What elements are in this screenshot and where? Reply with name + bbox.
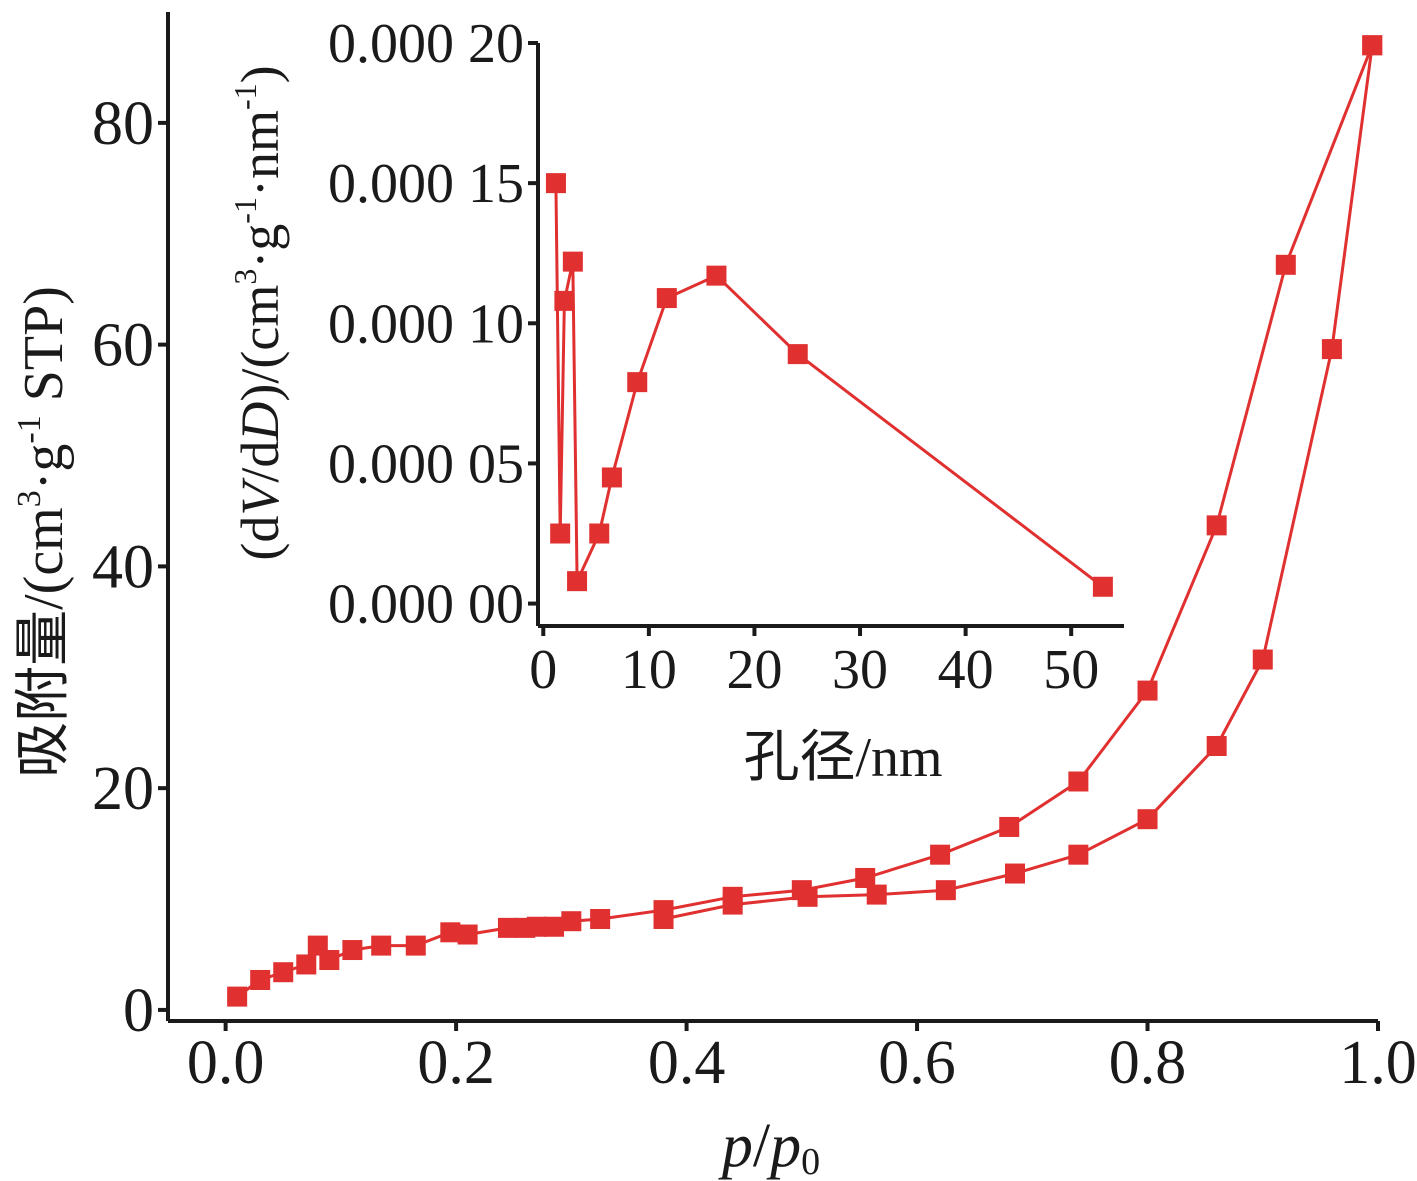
x-tick-label: 30: [832, 639, 888, 701]
data-point: [296, 954, 317, 975]
x-tick-label: 1.0: [1339, 1029, 1417, 1097]
data-point: [866, 884, 887, 905]
inset-chart: 0 10 20 30 40 50 0.000 00 0.000 05 0.000 10 0.000…: [227, 13, 1124, 789]
data-point: [797, 886, 818, 907]
x-tick-label: 0.6: [878, 1029, 956, 1097]
data-point: [1252, 649, 1273, 670]
inset-y-label-part: ·nm: [230, 110, 290, 197]
inset-y-label-part: V: [230, 477, 290, 516]
x-tick-label: 0.2: [417, 1029, 495, 1097]
inset-y-label-part: 3: [227, 269, 263, 285]
inset-y-label-part: -1: [227, 83, 263, 110]
data-point: [627, 372, 648, 393]
series-line: [554, 183, 1104, 588]
data-point: [1092, 576, 1113, 597]
y-tick-label: 20: [92, 755, 154, 823]
data-point: [590, 908, 611, 929]
x-tick-label: 0.4: [648, 1029, 726, 1097]
data-point: [930, 844, 951, 865]
x-tick-label: 0.8: [1109, 1029, 1187, 1097]
y-tick-label: 0.000 10: [328, 293, 524, 355]
x-axis-label: p/p0: [718, 1112, 820, 1181]
x-label-part: 0: [801, 1141, 820, 1181]
y-label-part: 吸附量/(cm: [13, 507, 75, 778]
x-tick-label: 20: [726, 639, 782, 701]
data-point: [855, 867, 876, 888]
y-tick-label: 0: [123, 977, 154, 1045]
x-tick-label: 50: [1043, 639, 1099, 701]
data-point: [1206, 736, 1227, 757]
y-tick-label: 0.000 20: [328, 13, 524, 75]
data-point: [554, 290, 575, 311]
data-point: [722, 894, 743, 915]
inset-y-label-part: -1: [227, 197, 263, 224]
data-point: [567, 571, 588, 592]
data-point: [561, 911, 582, 932]
data-point: [562, 251, 583, 272]
x-label-part: p: [718, 1112, 753, 1180]
data-point: [1005, 863, 1025, 884]
data-point: [550, 523, 571, 544]
data-point: [1068, 844, 1089, 865]
inset-y-axis-label: (dV/dD)/(cm3·g-1·nm-1): [227, 65, 290, 560]
data-point: [371, 935, 392, 956]
x-label-part: /: [753, 1112, 771, 1180]
data-point: [440, 922, 461, 943]
y-tick-label: 40: [92, 533, 154, 601]
inset-y-label-part: (d: [230, 516, 290, 561]
data-point: [319, 950, 340, 971]
data-point: [250, 969, 271, 990]
inset-x-axis-label: 孔径/nm: [743, 727, 942, 789]
data-point: [405, 935, 426, 956]
data-point: [653, 908, 674, 929]
x-tick-label: 0: [529, 639, 557, 701]
y-label-part: ·g: [13, 444, 75, 491]
data-point: [656, 288, 677, 309]
main-chart: 0.0 0.2 0.4 0.6 0.8 1.0020406080p/p0吸附量/(cm3·…: [11, 12, 1417, 1181]
data-point: [497, 917, 518, 938]
inset-y-label-part: ): [230, 65, 290, 83]
y-tick-label: 0.000 00: [328, 574, 524, 636]
data-point: [1275, 254, 1296, 275]
y-tick-label: 60: [92, 312, 154, 380]
data-point: [1362, 35, 1383, 56]
data-point: [342, 940, 363, 961]
y-tick-label: 0.000 05: [328, 433, 524, 495]
data-point: [589, 523, 610, 544]
data-point: [601, 467, 622, 488]
y-tick-label: 0.000 15: [328, 153, 524, 215]
data-point: [787, 344, 808, 365]
data-point: [1137, 809, 1158, 830]
y-tick-label: 80: [92, 90, 154, 158]
inset-y-label-part: ·g: [230, 224, 290, 269]
data-point: [1137, 680, 1158, 701]
data-point: [526, 916, 547, 937]
x-label-part: p: [766, 1112, 801, 1180]
data-point: [1068, 771, 1089, 792]
data-point: [544, 916, 565, 937]
x-tick-label: 10: [621, 639, 677, 701]
data-point: [227, 986, 248, 1007]
series-line: [663, 45, 1374, 921]
y-label-part: STP): [13, 286, 75, 415]
data-point: [273, 962, 294, 983]
data-point: [457, 924, 478, 945]
data-point: [999, 816, 1020, 837]
inset-y-label-part: D: [230, 402, 290, 442]
data-point: [706, 265, 727, 286]
y-label-part: 3: [11, 490, 48, 507]
inset-y-label-part: )/(cm: [230, 285, 290, 402]
y-label-part: -1: [11, 415, 48, 443]
y-axis-label: 吸附量/(cm3·g-1 STP): [11, 286, 75, 778]
inset-y-label-part: /d: [230, 441, 290, 483]
x-tick-label: 40: [938, 639, 994, 701]
data-point: [1206, 515, 1227, 536]
data-point: [545, 173, 566, 194]
data-point: [1321, 339, 1342, 360]
data-point: [935, 880, 956, 901]
x-tick-label: 0.0: [187, 1029, 265, 1097]
